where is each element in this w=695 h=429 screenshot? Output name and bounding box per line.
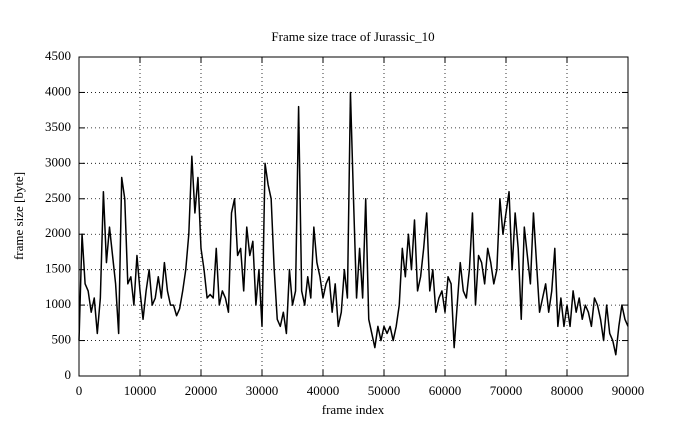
y-tick-label: 4500 — [45, 48, 71, 63]
y-tick-label: 1000 — [45, 296, 71, 311]
trace-line — [78, 91, 629, 356]
x-tick-label: 80000 — [551, 383, 584, 398]
x-tick-label: 70000 — [490, 383, 523, 398]
y-tick-label: 0 — [65, 367, 72, 382]
x-tick-label: 30000 — [246, 383, 279, 398]
x-tick-label: 50000 — [368, 383, 401, 398]
x-tick-label: 10000 — [124, 383, 157, 398]
chart-title: Frame size trace of Jurassic_10 — [271, 29, 434, 44]
x-tick-label: 20000 — [185, 383, 218, 398]
x-tick-label: 60000 — [429, 383, 462, 398]
y-tick-label: 2000 — [45, 225, 71, 240]
y-tick-label: 1500 — [45, 261, 71, 276]
x-tick-label: 40000 — [307, 383, 340, 398]
y-tick-label: 2500 — [45, 190, 71, 205]
y-tick-label: 3500 — [45, 119, 71, 134]
y-tick-label: 4000 — [45, 83, 71, 98]
y-axis-label: frame size [byte] — [11, 172, 26, 260]
x-axis-label: frame index — [322, 402, 385, 417]
y-tick-label: 3000 — [45, 154, 71, 169]
y-tick-label: 500 — [52, 332, 72, 347]
x-tick-label: 0 — [76, 383, 83, 398]
x-tick-label: 90000 — [612, 383, 645, 398]
plot-frame — [78, 56, 629, 377]
